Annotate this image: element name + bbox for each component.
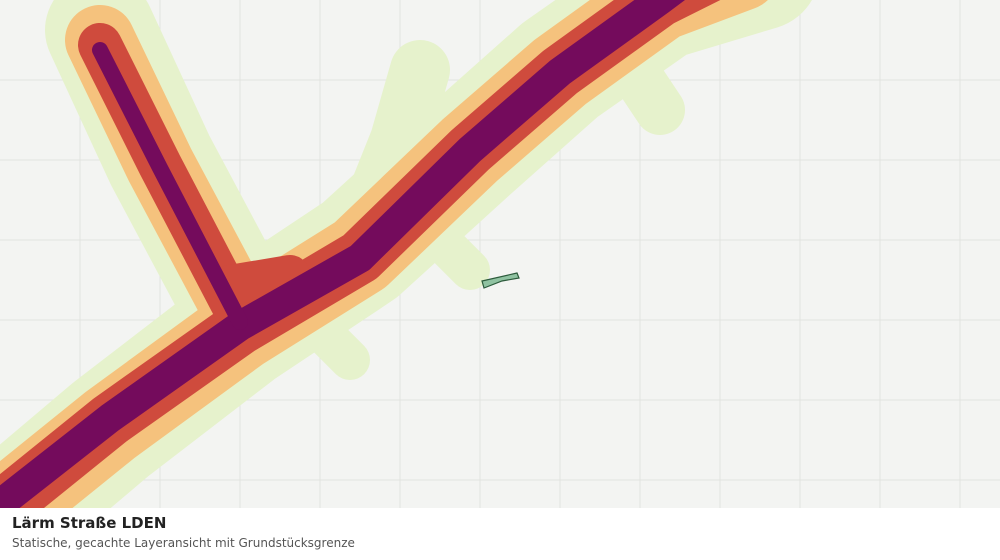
noise-zones — [0, 0, 812, 508]
zone-70db — [0, 0, 685, 508]
map-canvas — [0, 0, 1000, 508]
map-caption: Lärm Straße LDEN Statische, gecachte Lay… — [0, 508, 1000, 560]
parcel-boundary[interactable] — [481, 272, 520, 289]
layer-title: Lärm Straße LDEN — [12, 514, 167, 532]
layer-subtitle: Statische, gecachte Layeransicht mit Gru… — [12, 536, 355, 550]
